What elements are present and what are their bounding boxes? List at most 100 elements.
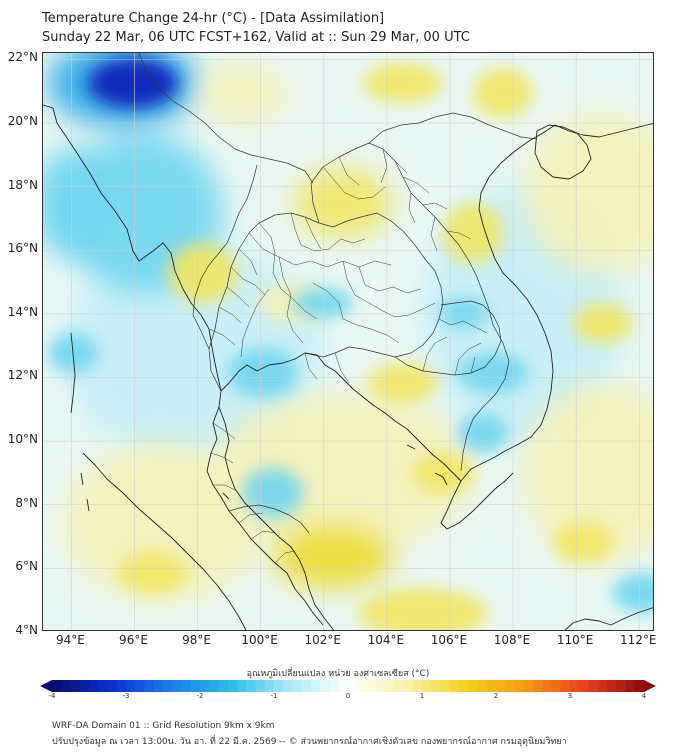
colorbar-cell — [218, 680, 229, 692]
country-borders — [138, 53, 538, 564]
hainan-island — [534, 124, 592, 180]
colorbar-cell — [135, 680, 145, 692]
province-lines — [208, 212, 436, 564]
colorbar-cell — [496, 680, 506, 692]
temperature-anomaly-patch — [118, 553, 188, 593]
myanmar-west-coast — [43, 104, 324, 626]
colorbar-cell — [126, 680, 136, 692]
sumatra-coast — [82, 452, 247, 630]
colorbar-cell — [468, 680, 478, 692]
peninsula-east-coast — [218, 406, 335, 630]
temperature-anomaly-patch — [613, 573, 653, 613]
laos-province-lines — [322, 148, 472, 252]
andaman-islands — [70, 332, 76, 414]
colorbar-cell — [403, 680, 414, 692]
graticule — [43, 53, 653, 630]
mekong-delta — [440, 472, 514, 530]
temperature-anomaly-patch — [88, 58, 178, 108]
laos-border — [310, 142, 494, 326]
colorbar-cell — [320, 680, 330, 692]
vietnam-laos-border — [368, 112, 538, 144]
myanmar-china-border — [138, 53, 314, 184]
china-south-coast — [554, 123, 653, 138]
colorbar-cell — [394, 680, 404, 692]
temperature-anomaly-patch — [458, 353, 528, 393]
colorbar-cell — [560, 680, 571, 692]
colorbar-cell — [579, 680, 589, 692]
colorbar-cell — [505, 680, 515, 692]
colorbar-cell — [237, 680, 247, 692]
longitude-tick-label: 104°E — [367, 633, 405, 647]
colorbar-cell — [440, 680, 451, 692]
temperature-anomaly-patch — [363, 63, 443, 103]
colorbar-cell — [366, 680, 377, 692]
footer-credit: ปรับปรุงข้อมูล ณ เวลา 13:00น. วัน อา. ที… — [52, 737, 567, 747]
latitude-tick-label: 20°N — [7, 113, 38, 128]
colorbar-cell — [588, 680, 599, 692]
colorbar-cell — [486, 680, 497, 692]
colorbar-cell — [264, 680, 275, 692]
colorbar-cell — [70, 680, 81, 692]
temperature-anomaly-patch — [413, 453, 473, 493]
cambodia-border — [394, 300, 502, 376]
colorbar-cell — [412, 680, 423, 692]
colorbar-cell — [607, 680, 617, 692]
colorbar-cell — [283, 680, 293, 692]
latitude-tick-label: 12°N — [7, 368, 38, 383]
temperature-anomaly-patch — [273, 528, 393, 588]
longitude-tick-label: 96°E — [119, 633, 148, 647]
colorbar-cell — [570, 680, 580, 692]
colorbar-tick-label: -4 — [48, 692, 56, 700]
colorbar-tick-label: 3 — [567, 692, 573, 700]
colorbar-cell — [634, 680, 645, 692]
longitude-tick-label: 94°E — [55, 633, 85, 647]
colorbar-min-extend — [40, 680, 52, 692]
temperature-anomaly-patch — [293, 288, 353, 318]
longitude-tick-label: 112°E — [619, 633, 657, 647]
colorbar-tick-label: 0 — [345, 692, 351, 700]
footer-model-info: WRF-DA Domain 01 :: Grid Resolution 9km … — [52, 721, 275, 731]
temperature-anomaly-patch — [243, 468, 303, 518]
colorbar-cell — [477, 680, 488, 692]
temperature-anomaly-patch — [43, 148, 113, 258]
colorbar-cell — [255, 680, 266, 692]
colorbar-cell — [172, 680, 182, 692]
temperature-anomaly-patch — [63, 243, 323, 463]
colorbar-cell — [190, 680, 201, 692]
myanmar-thai-border — [192, 164, 258, 350]
colorbar-cells — [52, 680, 645, 692]
nicobar-islands — [80, 472, 90, 512]
temperature-anomaly-patch — [358, 588, 488, 630]
colorbar-cell — [597, 680, 608, 692]
colorbar-cell — [431, 680, 441, 692]
colorbar-title: อุณหภูมิเปลี่ยนแปลง หน่วย องศาเซลเซียส (… — [246, 669, 430, 679]
temperature-anomaly-patch — [553, 523, 613, 563]
latitude-tick-label: 16°N — [7, 241, 38, 256]
colorbar-cell — [523, 680, 534, 692]
colorbar-cell — [357, 680, 367, 692]
cambodia-province-lines — [422, 318, 488, 376]
colorbar-tick-label: 1 — [419, 692, 425, 700]
vietnam-coast — [460, 124, 556, 482]
colorbar-max-extend — [644, 680, 656, 692]
longitude-tick-label: 100°E — [241, 633, 278, 647]
colorbar-cell — [292, 680, 303, 692]
colorbar-cell — [52, 680, 62, 692]
temperature-anomaly-patch — [63, 443, 263, 603]
colorbar-cell — [514, 680, 525, 692]
colorbar-cell — [385, 680, 395, 692]
latitude-tick-label: 6°N — [15, 559, 38, 574]
latitude-tick-label: 14°N — [7, 304, 38, 319]
colorbar — [40, 680, 656, 692]
colorbar-tick-label: -3 — [122, 692, 130, 700]
coastlines — [43, 104, 653, 630]
chart-subtitle: Sunday 22 Mar, 06 UTC FCST+162, Valid at… — [42, 30, 470, 45]
temperature-anomaly-patch — [168, 243, 238, 303]
colorbar-cell — [551, 680, 562, 692]
colorbar-tick-label: -1 — [270, 692, 278, 700]
colorbar-cell — [542, 680, 552, 692]
colorbar-cell — [79, 680, 90, 692]
colorbar-tick-label: 4 — [641, 692, 647, 700]
temperature-anomaly-patch — [438, 298, 488, 328]
temperature-anomaly-patch — [198, 63, 288, 123]
